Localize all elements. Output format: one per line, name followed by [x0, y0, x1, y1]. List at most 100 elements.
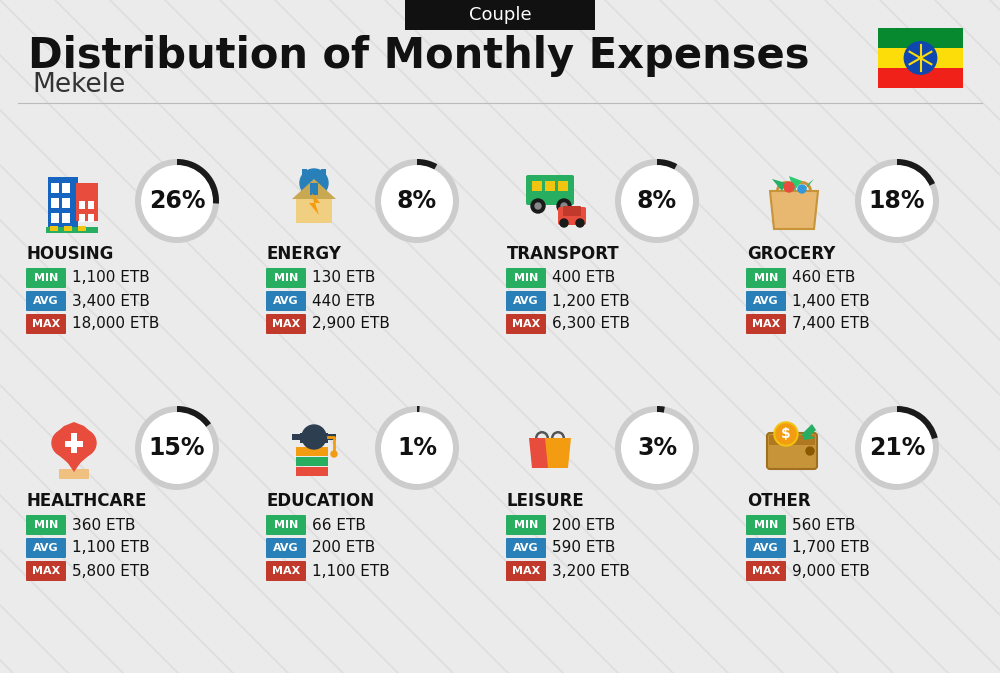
Wedge shape	[535, 431, 549, 438]
FancyBboxPatch shape	[266, 268, 306, 288]
FancyBboxPatch shape	[746, 561, 786, 581]
FancyBboxPatch shape	[266, 291, 306, 311]
FancyBboxPatch shape	[26, 314, 66, 334]
Wedge shape	[897, 159, 935, 186]
FancyBboxPatch shape	[506, 515, 546, 535]
Circle shape	[382, 166, 452, 236]
Text: 130 ETB: 130 ETB	[312, 271, 375, 285]
Circle shape	[774, 422, 798, 446]
FancyBboxPatch shape	[88, 201, 94, 209]
Text: MIN: MIN	[34, 273, 58, 283]
Circle shape	[576, 219, 584, 227]
FancyBboxPatch shape	[79, 201, 85, 209]
Text: 560 ETB: 560 ETB	[792, 518, 855, 532]
Text: AVG: AVG	[273, 543, 299, 553]
FancyBboxPatch shape	[59, 469, 89, 479]
Wedge shape	[855, 159, 939, 243]
FancyBboxPatch shape	[506, 561, 546, 581]
FancyBboxPatch shape	[88, 214, 94, 222]
Text: AVG: AVG	[513, 543, 539, 553]
FancyBboxPatch shape	[51, 213, 59, 223]
Circle shape	[561, 203, 567, 209]
Polygon shape	[292, 179, 336, 199]
Wedge shape	[855, 406, 939, 490]
Text: 1%: 1%	[397, 436, 437, 460]
FancyBboxPatch shape	[51, 183, 59, 193]
Polygon shape	[54, 422, 94, 468]
Circle shape	[331, 451, 337, 457]
Text: MIN: MIN	[274, 273, 298, 283]
Text: 21%: 21%	[869, 436, 925, 460]
Circle shape	[52, 430, 78, 456]
FancyBboxPatch shape	[64, 226, 72, 231]
Text: MIN: MIN	[514, 520, 538, 530]
Text: TRANSPORT: TRANSPORT	[507, 245, 620, 263]
FancyBboxPatch shape	[878, 48, 963, 68]
Wedge shape	[375, 406, 459, 490]
Text: 18,000 ETB: 18,000 ETB	[72, 316, 159, 332]
Text: 440 ETB: 440 ETB	[312, 293, 375, 308]
FancyBboxPatch shape	[76, 183, 98, 221]
FancyBboxPatch shape	[321, 169, 326, 179]
Text: 1,700 ETB: 1,700 ETB	[792, 540, 870, 555]
Wedge shape	[135, 159, 219, 243]
Text: 7,400 ETB: 7,400 ETB	[792, 316, 870, 332]
Polygon shape	[309, 193, 320, 215]
Circle shape	[862, 413, 932, 483]
Circle shape	[302, 425, 326, 449]
FancyBboxPatch shape	[48, 177, 78, 229]
FancyBboxPatch shape	[296, 457, 328, 466]
Text: HEALTHCARE: HEALTHCARE	[27, 492, 148, 510]
Wedge shape	[177, 159, 219, 204]
Text: 1,400 ETB: 1,400 ETB	[792, 293, 870, 308]
FancyBboxPatch shape	[26, 561, 66, 581]
Circle shape	[784, 182, 794, 192]
Circle shape	[382, 413, 452, 483]
FancyBboxPatch shape	[506, 291, 546, 311]
Text: AVG: AVG	[753, 296, 779, 306]
FancyBboxPatch shape	[78, 226, 86, 231]
Text: 1,100 ETB: 1,100 ETB	[72, 271, 150, 285]
Text: 5,800 ETB: 5,800 ETB	[72, 563, 150, 579]
Text: MAX: MAX	[752, 566, 780, 576]
Circle shape	[904, 42, 937, 74]
FancyBboxPatch shape	[62, 183, 70, 193]
FancyBboxPatch shape	[62, 213, 70, 223]
Text: GROCERY: GROCERY	[747, 245, 835, 263]
Polygon shape	[804, 179, 814, 191]
FancyBboxPatch shape	[767, 433, 817, 469]
Circle shape	[557, 199, 571, 213]
Text: 360 ETB: 360 ETB	[72, 518, 136, 532]
FancyBboxPatch shape	[26, 515, 66, 535]
Circle shape	[142, 413, 212, 483]
Text: Distribution of Monthly Expenses: Distribution of Monthly Expenses	[28, 35, 810, 77]
FancyBboxPatch shape	[296, 467, 328, 476]
Wedge shape	[615, 159, 699, 243]
Circle shape	[622, 166, 692, 236]
Polygon shape	[529, 438, 555, 468]
Text: MIN: MIN	[34, 520, 58, 530]
FancyBboxPatch shape	[878, 68, 963, 88]
FancyBboxPatch shape	[746, 538, 786, 558]
Text: AVG: AVG	[33, 296, 59, 306]
Text: MAX: MAX	[272, 319, 300, 329]
FancyBboxPatch shape	[769, 435, 815, 445]
Text: AVG: AVG	[513, 296, 539, 306]
Text: 18%: 18%	[869, 189, 925, 213]
Text: 200 ETB: 200 ETB	[552, 518, 615, 532]
Wedge shape	[551, 431, 565, 438]
Text: AVG: AVG	[753, 543, 779, 553]
Polygon shape	[54, 443, 94, 472]
Wedge shape	[177, 406, 211, 427]
Polygon shape	[772, 179, 786, 191]
Text: ENERGY: ENERGY	[267, 245, 342, 263]
Text: MAX: MAX	[272, 566, 300, 576]
FancyBboxPatch shape	[50, 226, 58, 231]
FancyBboxPatch shape	[71, 433, 77, 453]
Text: MAX: MAX	[512, 566, 540, 576]
FancyBboxPatch shape	[746, 515, 786, 535]
Circle shape	[806, 447, 814, 455]
Text: 590 ETB: 590 ETB	[552, 540, 615, 555]
Text: EDUCATION: EDUCATION	[267, 492, 375, 510]
FancyBboxPatch shape	[79, 214, 85, 222]
